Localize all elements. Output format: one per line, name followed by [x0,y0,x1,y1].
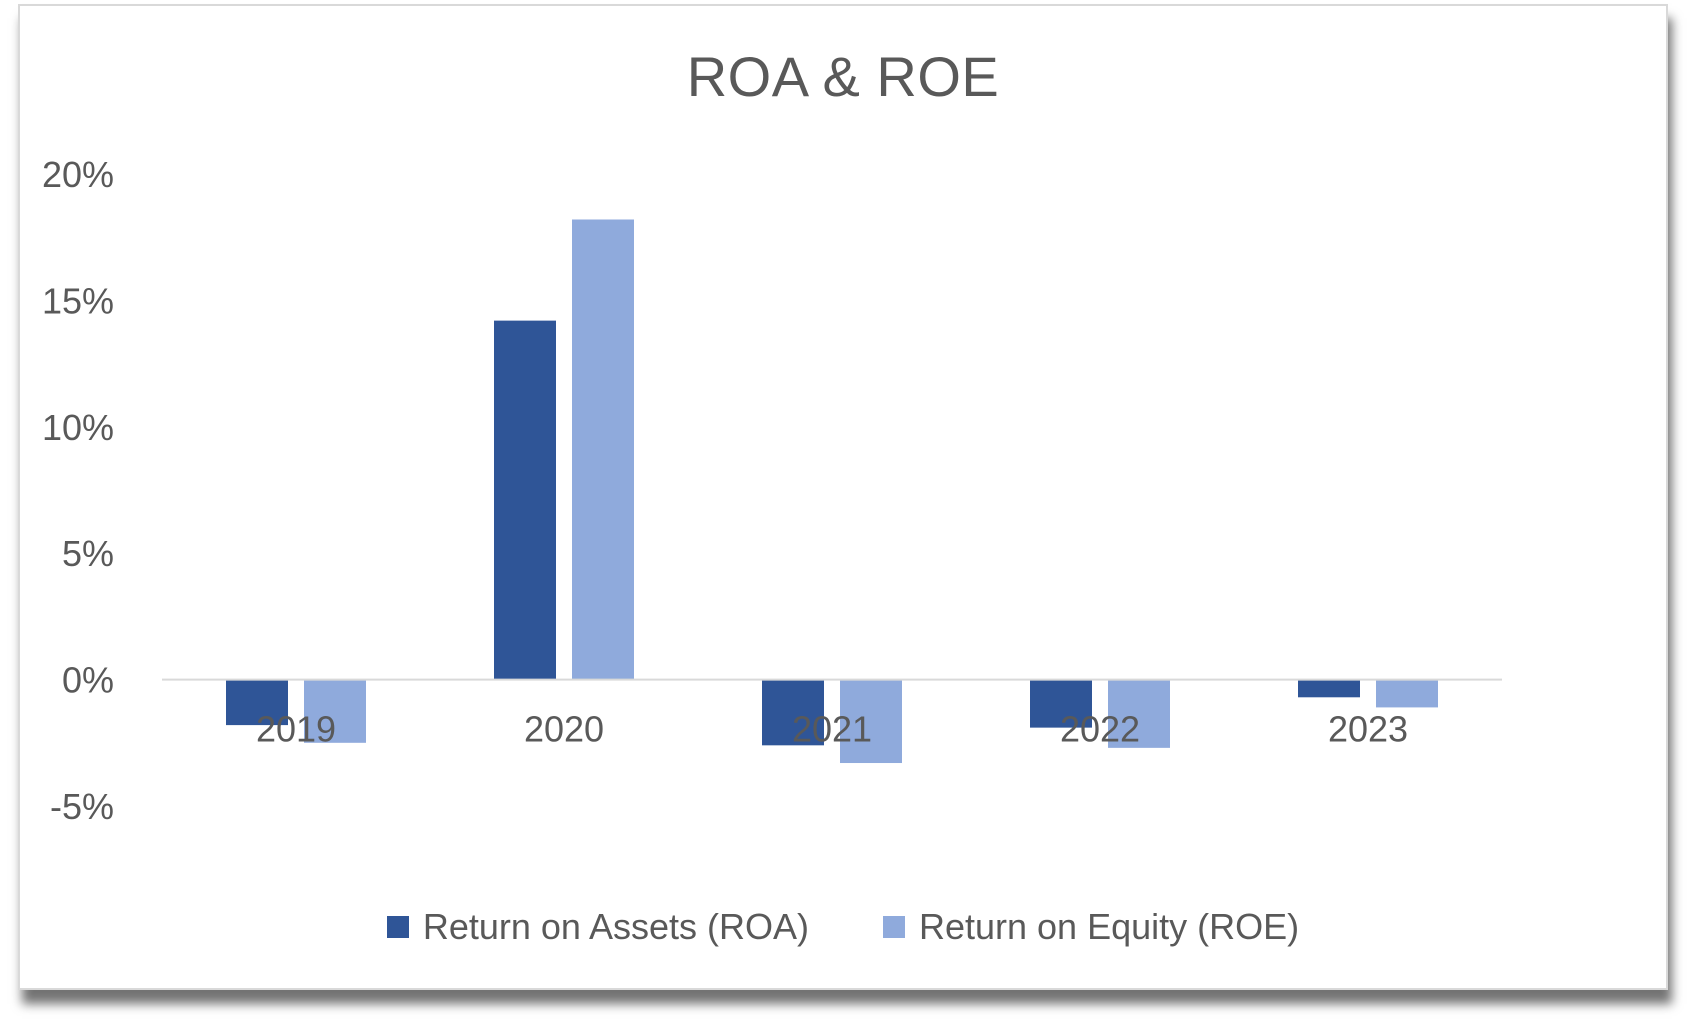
y-tick-label: 0% [62,660,114,701]
bar-roe-2022 [1108,679,1170,748]
y-tick-label: 10% [42,407,114,448]
plot-area: 20% 15% 10% 5% 0% -5% 2019 2020 2021 2022 2023 [42,154,1502,827]
bar-roe-2020 [572,219,634,680]
bar-roe-2023 [1376,679,1438,708]
y-tick-label: -5% [50,786,114,827]
chart-title: ROA & ROE [686,45,1000,108]
legend: Return on Assets (ROA) Return on Equity … [20,906,1666,948]
legend-swatch-roe [882,916,905,938]
legend-item-roa: Return on Assets (ROA) [386,906,809,948]
bar-roe-2019 [304,679,366,743]
labels-layer: 20% 15% 10% 5% 0% -5% 2019 2020 2021 2022 2023 [42,154,1408,827]
y-tick-label: 5% [62,533,114,574]
bar-roa-2023 [1298,679,1360,698]
legend-item-roe: Return on Equity (ROE) [882,906,1300,948]
bar-roa-2022 [1030,679,1092,728]
x-tick-label: 2022 [1060,709,1140,750]
chart-container: ROA & ROE 20% 15% 10% 5% 0% -5% 2019 2020 2021 20… [18,4,1668,990]
x-tick-label: 2020 [524,709,604,750]
bar-roa-2019 [226,679,288,726]
bar-roa-2021 [762,679,824,746]
x-tick-label: 2023 [1328,709,1408,750]
bar-roa-2020 [494,320,556,680]
y-tick-label: 15% [42,280,114,321]
legend-label-roa: Return on Assets (ROA) [422,906,809,947]
x-tick-label: 2021 [792,709,872,750]
legend-label-roe: Return on Equity (ROE) [918,906,1300,947]
legend-swatch-roa [386,916,409,938]
x-tick-label: 2019 [256,709,336,750]
bars-layer [226,219,1438,764]
y-tick-label: 20% [42,154,114,195]
bar-roe-2021 [840,679,902,764]
